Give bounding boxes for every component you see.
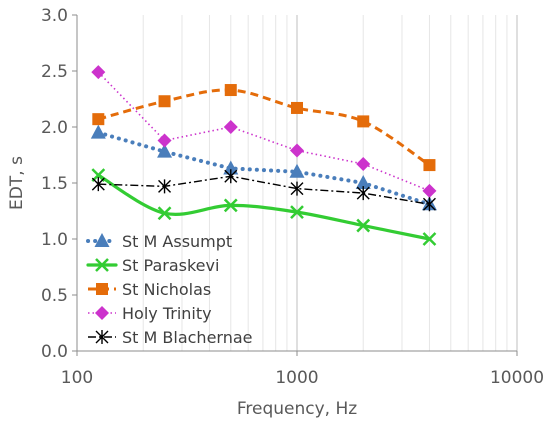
legend-label: St Paraskevi (122, 256, 219, 275)
data-point-marker (422, 197, 436, 212)
legend-entry: St Nicholas (88, 280, 211, 299)
data-point-marker (290, 181, 304, 196)
series-3 (91, 65, 437, 198)
legend-entry: St M Assumpt (86, 232, 232, 251)
data-point-marker (355, 175, 371, 189)
series-line (96, 173, 432, 241)
y-tick-label: 1.0 (41, 230, 68, 250)
y-tick-label: 0.0 (41, 342, 68, 362)
x-axis-title: Frequency, Hz (237, 399, 357, 419)
data-point-marker (224, 169, 238, 184)
series-4 (91, 169, 436, 212)
legend-label: St M Assumpt (122, 232, 232, 251)
data-point-marker (92, 113, 105, 126)
data-point-marker (157, 133, 172, 148)
legend-marker (95, 258, 109, 272)
legend-entry: St Paraskevi (86, 256, 219, 275)
data-point-marker (423, 159, 436, 172)
series-1 (91, 168, 437, 246)
y-tick-label: 2.5 (41, 62, 68, 82)
legend-marker (95, 306, 109, 320)
y-tick-label: 2.0 (41, 118, 68, 138)
legend-label: St Nicholas (122, 280, 211, 299)
data-point-marker (290, 143, 304, 158)
legend-marker (94, 233, 110, 247)
data-point-marker (291, 101, 303, 114)
x-tick-label: 100 (61, 368, 93, 388)
data-point-marker (289, 163, 305, 178)
data-point-marker (158, 179, 172, 194)
series-layer (90, 65, 437, 246)
legend-entry: Holy Trinity (88, 304, 212, 323)
y-tick-label: 1.5 (41, 174, 68, 194)
data-point-marker (223, 120, 238, 134)
series-line (96, 130, 432, 207)
data-point-marker (90, 124, 106, 139)
data-point-marker (356, 218, 371, 233)
data-point-marker (91, 177, 105, 192)
legend-marker (96, 283, 108, 295)
y-tick-label: 0.5 (41, 286, 68, 306)
y-axis-title: EDT, s (7, 156, 27, 210)
series-line (98, 175, 430, 205)
x-tick-label: 10000 (490, 368, 544, 388)
series-2 (92, 84, 436, 172)
axes-layer: 0.0 0.5 1.0 1.5 2.0 2.5 3.0 100 1000 10000 (41, 6, 544, 388)
data-point-marker (223, 198, 238, 213)
data-point-marker (157, 206, 172, 221)
data-point-marker (356, 186, 370, 201)
legend-label: Holy Trinity (122, 304, 212, 323)
series-line (97, 88, 431, 167)
legend-label: St M Blachernae (122, 328, 253, 347)
data-point-marker (356, 156, 371, 171)
data-point-marker (91, 65, 106, 80)
legend-marker (95, 330, 109, 344)
legend: St M Assumpt St Paraskevi St Nicholas Holy … (86, 232, 253, 347)
data-point-marker (422, 183, 437, 198)
data-point-marker (223, 160, 239, 175)
y-tick-label: 3.0 (41, 6, 68, 26)
data-point-marker (157, 143, 173, 158)
data-point-marker (224, 84, 237, 97)
data-point-marker (357, 115, 370, 128)
data-point-marker (422, 232, 437, 246)
legend-entry: St M Blachernae (88, 328, 253, 347)
data-point-marker (290, 205, 304, 220)
x-tick-label: 1000 (275, 368, 318, 388)
data-point-marker (158, 95, 171, 108)
